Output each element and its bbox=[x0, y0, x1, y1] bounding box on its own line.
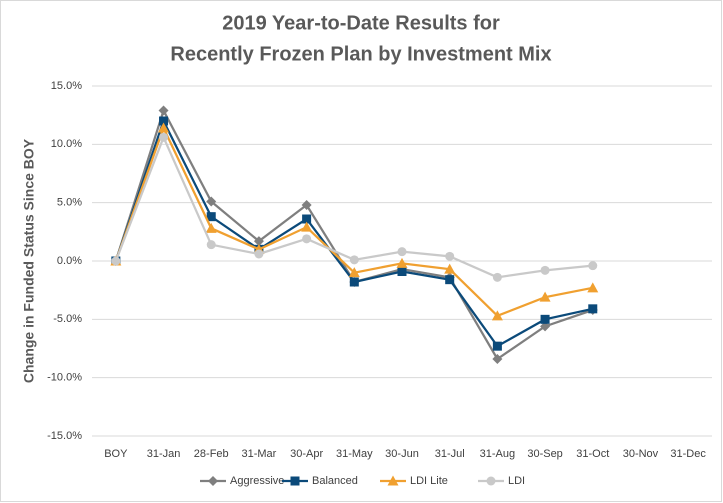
x-tick-label: 28-Feb bbox=[194, 448, 229, 460]
y-tick-label: 15.0% bbox=[51, 80, 82, 92]
data-point bbox=[444, 263, 456, 274]
legend-marker bbox=[387, 475, 399, 486]
data-point bbox=[348, 267, 360, 278]
chart-title: 2019 Year-to-Date Results for bbox=[222, 12, 500, 34]
legend-label: Balanced bbox=[312, 475, 358, 487]
data-point bbox=[205, 222, 217, 233]
data-point bbox=[302, 214, 312, 224]
x-tick-label: BOY bbox=[104, 448, 128, 460]
x-tick-label: 30-Jun bbox=[385, 448, 419, 460]
legend-label: Aggressive bbox=[230, 475, 284, 487]
x-tick-label: 31-Aug bbox=[480, 448, 515, 460]
y-tick-label: 10.0% bbox=[51, 138, 82, 150]
data-point bbox=[254, 249, 264, 259]
data-point bbox=[540, 265, 550, 275]
data-point bbox=[349, 277, 359, 287]
data-point bbox=[301, 221, 313, 232]
legend-marker bbox=[290, 476, 300, 486]
x-tick-label: 31-Mar bbox=[242, 448, 277, 460]
data-point bbox=[396, 257, 408, 268]
data-point bbox=[253, 236, 264, 247]
data-point bbox=[397, 247, 407, 257]
data-point bbox=[492, 354, 503, 364]
x-tick-label: 31-Oct bbox=[576, 448, 609, 460]
y-tick-label: -15.0% bbox=[47, 430, 82, 442]
data-point bbox=[588, 261, 598, 271]
data-point bbox=[397, 267, 407, 276]
y-tick-label: -10.0% bbox=[47, 372, 82, 384]
data-point bbox=[587, 282, 599, 293]
x-tick-label: 31-Dec bbox=[670, 448, 706, 460]
data-point bbox=[158, 122, 170, 133]
data-point bbox=[159, 132, 169, 142]
x-tick-label: 30-Nov bbox=[623, 448, 659, 460]
data-point bbox=[158, 105, 169, 116]
data-point bbox=[540, 314, 550, 324]
data-point bbox=[445, 275, 455, 285]
data-point bbox=[159, 116, 169, 126]
data-point bbox=[206, 212, 216, 222]
data-point bbox=[445, 251, 455, 261]
x-tick-label: 31-May bbox=[336, 448, 373, 460]
y-tick-label: 5.0% bbox=[57, 197, 82, 209]
legend-marker bbox=[486, 476, 496, 486]
y-axis-label: Change in Funded Status Since BOY bbox=[21, 138, 37, 383]
data-point bbox=[206, 196, 217, 207]
data-point bbox=[492, 272, 502, 282]
chart-title: Recently Frozen Plan by Investment Mix bbox=[170, 43, 551, 65]
y-tick-label: 0.0% bbox=[57, 255, 82, 267]
x-tick-label: 30-Apr bbox=[290, 448, 323, 460]
data-point bbox=[588, 304, 598, 314]
data-point bbox=[539, 291, 551, 302]
data-point bbox=[492, 341, 502, 351]
x-tick-label: 30-Sep bbox=[527, 448, 562, 460]
data-point bbox=[302, 234, 312, 244]
legend-label: LDI bbox=[508, 475, 525, 487]
data-point bbox=[491, 310, 503, 321]
legend-label: LDI Lite bbox=[410, 475, 448, 487]
data-point bbox=[301, 200, 312, 210]
legend-marker bbox=[208, 476, 218, 486]
x-tick-label: 31-Jul bbox=[435, 448, 465, 460]
y-tick-label: -5.0% bbox=[53, 313, 82, 325]
data-point bbox=[206, 240, 216, 250]
data-point bbox=[111, 256, 121, 266]
data-point bbox=[349, 255, 359, 265]
x-tick-label: 31-Jan bbox=[147, 448, 181, 460]
